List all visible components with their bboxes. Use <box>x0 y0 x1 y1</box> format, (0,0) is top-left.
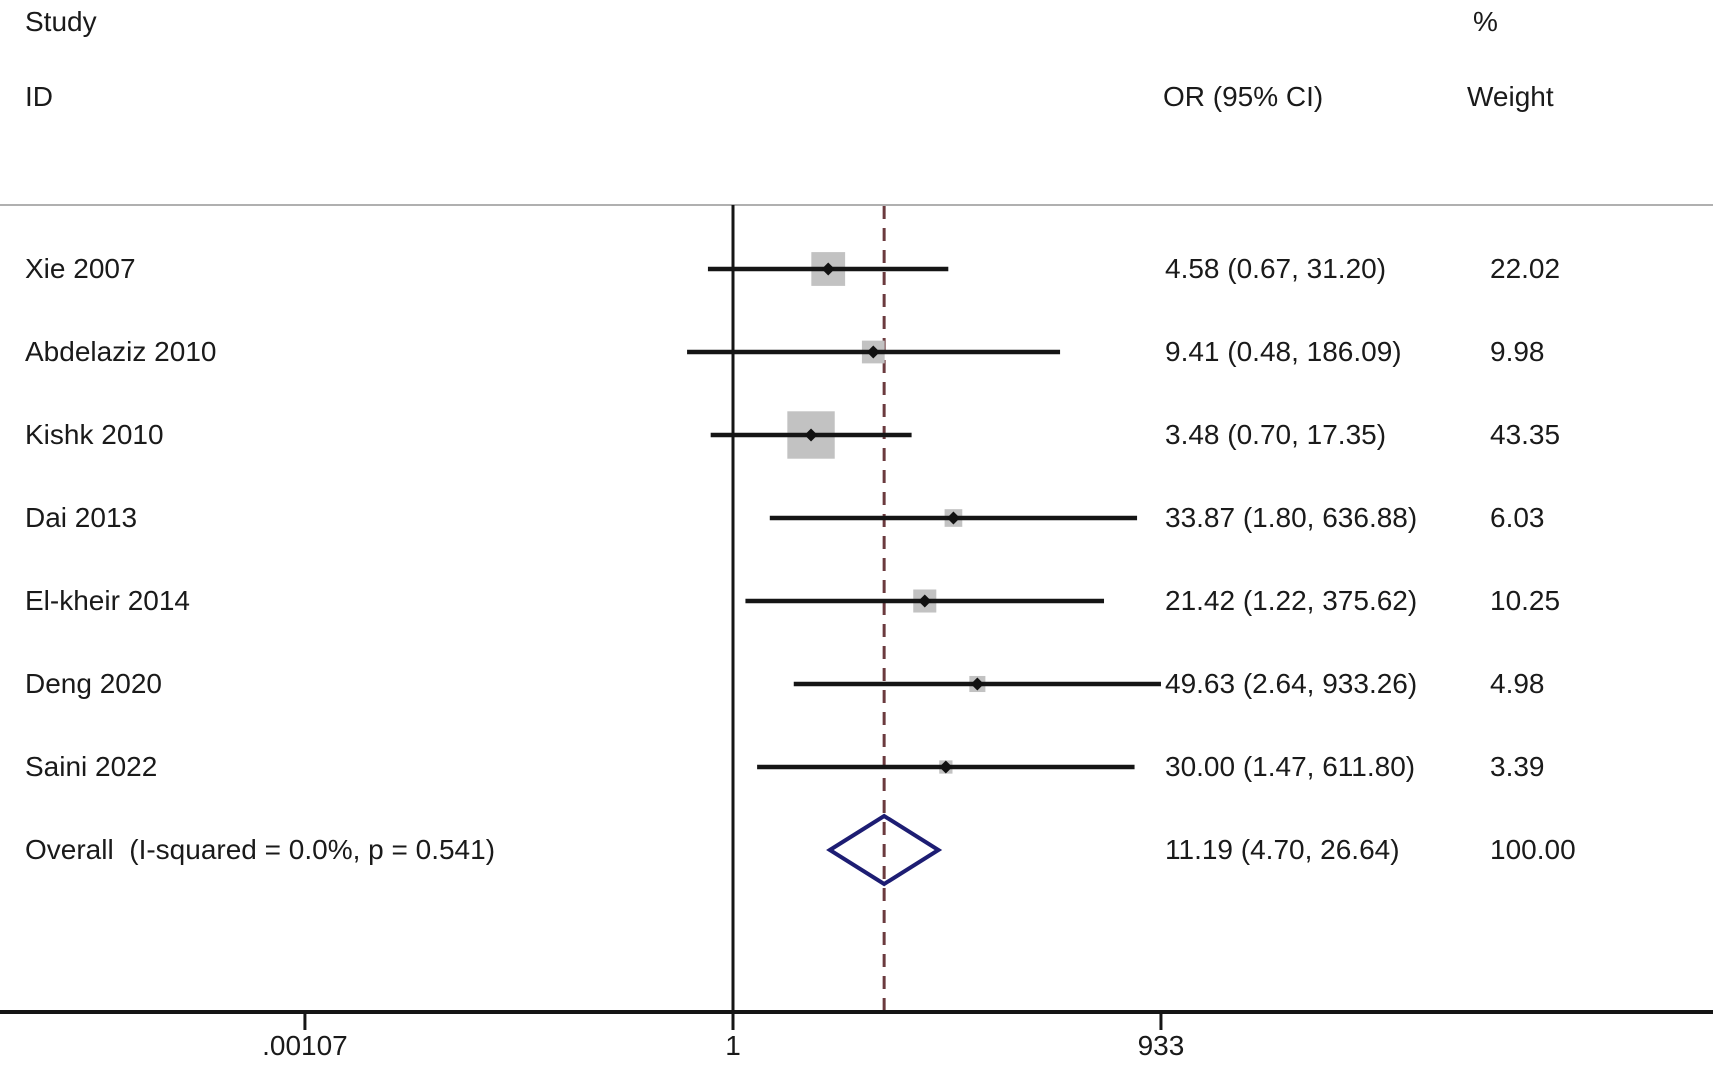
study-label: Kishk 2010 <box>25 419 164 450</box>
or-ci-value: 3.48 (0.70, 17.35) <box>1165 419 1387 450</box>
point-estimate-marker <box>939 760 953 774</box>
point-estimate-marker <box>946 511 960 525</box>
weight-value: 9.98 <box>1490 336 1545 367</box>
point-estimate-marker <box>970 677 984 691</box>
point-estimate-marker <box>821 262 835 276</box>
or-ci-value: 4.58 (0.67, 31.20) <box>1165 253 1387 284</box>
study-label: El-kheir 2014 <box>25 585 190 616</box>
header-id: ID <box>25 81 53 112</box>
study-label: Dai 2013 <box>25 502 138 533</box>
weight-value: 22.02 <box>1490 253 1561 284</box>
overall-or-ci-value: 11.19 (4.70, 26.64) <box>1165 834 1400 865</box>
axis-tick-label: 1 <box>725 1030 741 1061</box>
header-weight: Weight <box>1467 81 1554 112</box>
weight-value: 43.35 <box>1490 419 1561 450</box>
overall-diamond <box>826 813 943 887</box>
point-estimate-marker <box>918 594 932 608</box>
or-ci-value: 21.42 (1.22, 375.62) <box>1165 585 1418 616</box>
study-label: Saini 2022 <box>25 751 158 782</box>
or-ci-value: 33.87 (1.80, 636.88) <box>1165 502 1418 533</box>
point-estimate-marker <box>804 428 818 442</box>
header-or-ci: OR (95% CI) <box>1163 81 1324 112</box>
header-rule <box>0 204 1713 206</box>
study-label: Xie 2007 <box>25 253 136 284</box>
overall-weight-value: 100.00 <box>1490 834 1576 865</box>
study-label: Deng 2020 <box>25 668 163 699</box>
weight-value: 4.98 <box>1490 668 1545 699</box>
overall-label: Overall (I-squared = 0.0%, p = 0.541) <box>25 834 496 865</box>
axis-tick-label: .00107 <box>262 1030 348 1061</box>
weight-value: 6.03 <box>1490 502 1545 533</box>
weight-value: 10.25 <box>1490 585 1561 616</box>
header-percent: % <box>1473 6 1498 37</box>
study-label: Abdelaziz 2010 <box>25 336 217 367</box>
point-estimate-marker <box>866 345 880 359</box>
header-study: Study <box>25 6 97 37</box>
or-ci-value: 30.00 (1.47, 611.80) <box>1165 751 1416 782</box>
or-ci-value: 9.41 (0.48, 186.09) <box>1165 336 1402 367</box>
weight-value: 3.39 <box>1490 751 1545 782</box>
or-ci-value: 49.63 (2.64, 933.26) <box>1165 668 1418 699</box>
axis-tick-label: 933 <box>1137 1030 1185 1061</box>
